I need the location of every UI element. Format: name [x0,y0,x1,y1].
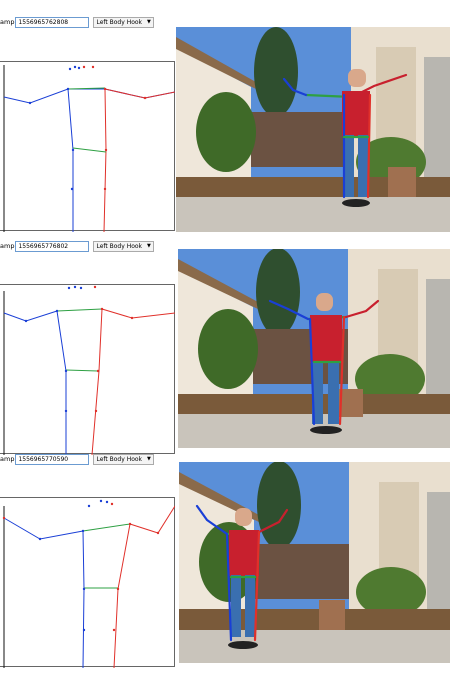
keypoint-hip-right [116,587,120,591]
left-arm-line [3,517,84,540]
skeleton-plot [0,61,175,232]
shoulder-line-left [3,88,175,104]
skeleton-drawing [2,499,175,668]
keypoint-elbow-left [28,101,32,105]
right-leg-line [91,308,103,455]
keypoint-eye-left [99,499,103,503]
camera-photo [178,249,450,448]
keypoint-hip-left [82,587,86,591]
keypoint-elbow-left [24,319,28,323]
right-leg-line [103,88,107,232]
frame-controls: amp 1556965776802 Left Body Hook ▼ [0,238,175,254]
camera-frame [178,249,450,448]
movement-select[interactable]: Left Body Hook ▼ [93,240,154,252]
movement-select-value: Left Body Hook [96,18,143,26]
timestamp-input[interactable]: 1556965762808 [15,16,90,28]
timestamp-label: amp [0,18,15,26]
keypoint-ear-right [110,502,114,506]
hip-line [65,369,99,372]
left-leg-line [82,530,85,668]
keypoint-nose [77,66,81,70]
skeleton-drawing [3,65,175,232]
pose-frame-3: amp 1556965770590 Left Body Hook ▼ [0,439,457,668]
chevron-down-icon: ▼ [147,455,151,462]
skeleton-drawing [3,285,175,455]
keypoint-nose [105,500,109,504]
skeleton-plot [0,497,175,668]
shoulder-line [56,308,103,312]
shoulder-line [82,523,131,532]
shoulder-line [67,87,106,90]
keypoint-shoulder-right [100,307,104,311]
hip-line [72,147,107,153]
keypoint-ear-right [91,65,95,69]
timestamp-label: amp [0,242,15,250]
timestamp-label: amp [0,455,15,463]
camera-frame [176,27,450,232]
keypoint-hip-right [104,148,108,152]
keypoint-knee-right [112,628,116,632]
movement-select[interactable]: Left Body Hook ▼ [93,16,154,28]
keypoint-shoulder-right [128,522,132,526]
left-leg-line [67,88,74,232]
frame-controls: amp 1556965762808 Left Body Hook ▼ [0,14,175,30]
timestamp-input[interactable]: 1556965770590 [15,453,90,465]
left-arm-line [3,310,58,322]
keypoint-ear-left [67,286,71,290]
keypoint-ear-left [68,67,72,71]
keypoint-eye-right [82,65,86,69]
keypoint-knee-right [103,187,107,191]
movement-select[interactable]: Left Body Hook ▼ [93,453,154,465]
movement-select-value: Left Body Hook [96,455,143,463]
right-arm-line [101,308,175,319]
keypoint-knee-left [70,187,74,191]
keypoint-ear-right [93,285,97,289]
keypoint-shoulder-left [81,529,85,533]
keypoint-wrist-left [2,516,6,520]
keypoint-elbow-right [143,96,147,100]
camera-frame [179,462,450,663]
chevron-down-icon: ▼ [147,18,151,25]
keypoint-shoulder-left [55,309,59,313]
keypoint-hip-left [71,148,75,152]
right-leg-line [113,523,131,668]
chevron-down-icon: ▼ [147,242,151,249]
movement-select-value: Left Body Hook [96,242,143,250]
keypoint-knee-left [64,409,68,413]
arm-line-right [104,88,175,99]
camera-photo [179,462,450,663]
keypoint-eye-left [73,65,77,69]
keypoint-knee-left [82,628,86,632]
skeleton-plot [0,284,175,455]
keypoint-nose [79,286,83,290]
pose-frame-1: amp 1556965762808 Left Body Hook ▼ [0,0,457,232]
keypoint-hip-right [96,369,100,373]
keypoint-eye-left [73,285,77,289]
right-arm-line [129,505,175,534]
keypoint-elbow-right [156,531,160,535]
left-leg-line [56,310,67,455]
keypoint-hip-left [64,369,68,373]
keypoint-ear-left [87,504,91,508]
keypoint-elbow-right [130,316,134,320]
frame-controls: amp 1556965770590 Left Body Hook ▼ [0,451,175,467]
keypoint-shoulder-right [103,87,107,91]
timestamp-input[interactable]: 1556965776802 [15,240,90,252]
keypoint-knee-right [94,409,98,413]
keypoint-elbow-left [38,537,42,541]
pose-frame-2: amp 1556965776802 Left Body Hook ▼ [0,224,457,455]
camera-photo [176,27,450,232]
keypoint-shoulder-left [66,87,70,91]
